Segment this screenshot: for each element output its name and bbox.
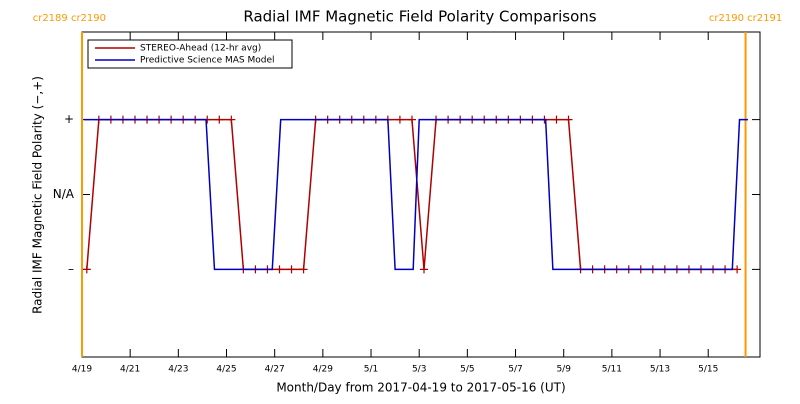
x-tick-label: 5/9 xyxy=(556,365,571,375)
x-tick-label: 5/11 xyxy=(602,365,622,375)
y-tick-label: + xyxy=(64,112,74,126)
y-tick-label: – xyxy=(68,262,74,276)
data-point xyxy=(275,265,284,274)
x-tick-label: 4/25 xyxy=(216,365,236,375)
data-point xyxy=(733,265,742,274)
data-point xyxy=(299,265,308,274)
x-tick-label: 5/5 xyxy=(460,365,474,375)
x-tick-label: 4/29 xyxy=(313,365,333,375)
chart-title: Radial IMF Magnetic Field Polarity Compa… xyxy=(243,8,596,26)
data-point xyxy=(227,115,236,124)
rotation-label: cr2189 cr2190 xyxy=(33,13,106,24)
data-point xyxy=(420,265,429,274)
series-line xyxy=(83,118,748,271)
rotation-label: cr2190 cr2191 xyxy=(709,13,782,24)
x-tick-label: 4/27 xyxy=(265,365,285,375)
x-tick-label: 4/21 xyxy=(120,365,140,375)
legend-label: STEREO-Ahead (12-hr avg) xyxy=(140,44,261,54)
data-point xyxy=(395,115,404,124)
y-tick-label: N/A xyxy=(53,187,75,201)
y-axis-label: Radial IMF Magnetic Field Polarity (−,+) xyxy=(31,76,45,314)
legend-label: Predictive Science MAS Model xyxy=(140,56,275,66)
x-tick-label: 4/23 xyxy=(168,365,188,375)
data-point xyxy=(215,115,224,124)
x-axis-label: Month/Day from 2017-04-19 to 2017-05-16 … xyxy=(276,381,565,395)
x-tick-label: 5/1 xyxy=(364,365,378,375)
legend-box xyxy=(87,39,293,69)
data-point xyxy=(552,115,561,124)
x-tick-label: 5/15 xyxy=(698,365,718,375)
data-point xyxy=(287,265,296,274)
data-point xyxy=(82,265,91,274)
x-tick-label: 5/3 xyxy=(412,365,426,375)
x-tick-label: 5/13 xyxy=(650,365,670,375)
x-tick-label: 4/19 xyxy=(72,365,92,375)
data-point xyxy=(564,115,573,124)
data-point xyxy=(407,115,416,124)
x-tick-label: 5/7 xyxy=(508,365,522,375)
